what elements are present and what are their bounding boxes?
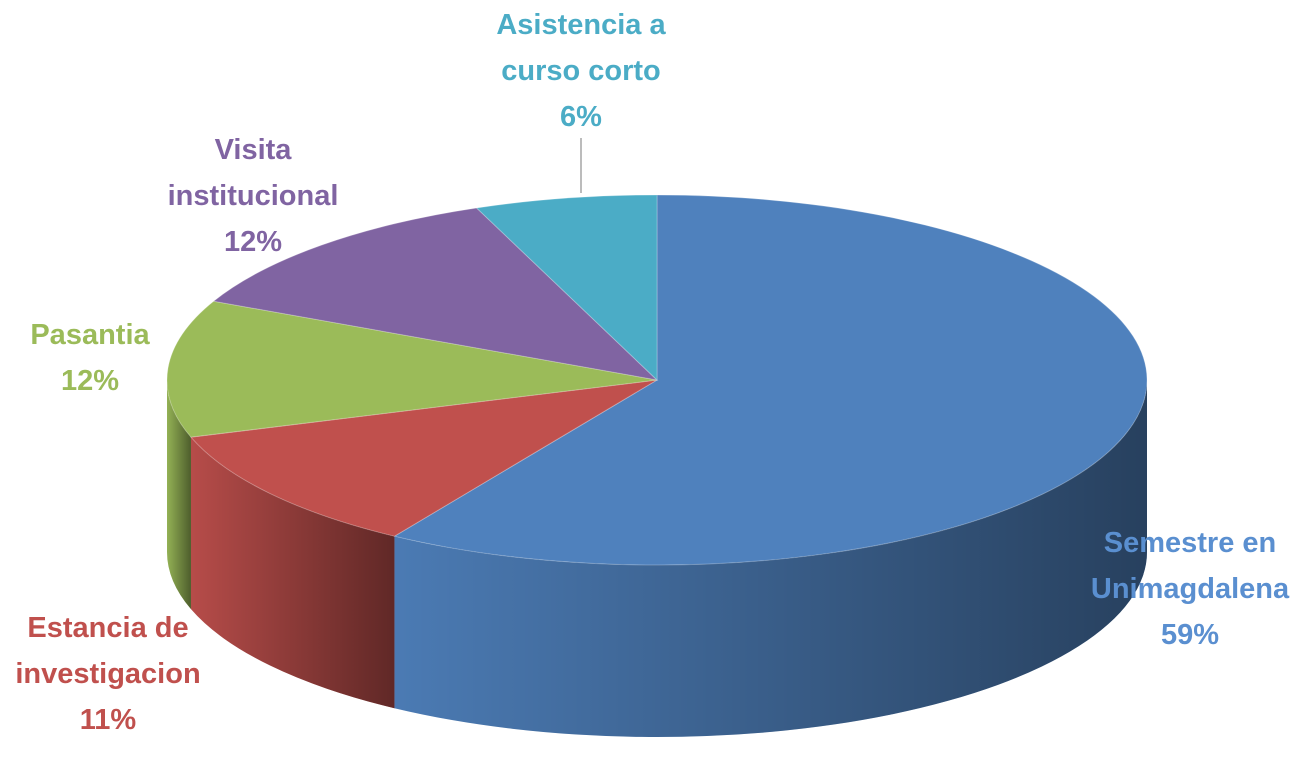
slice-side-shade (394, 380, 1148, 738)
data-label: Estancia de investigacion 11% (0, 605, 228, 743)
slice (393, 194, 1148, 566)
data-label: Visita institucional 12% (141, 127, 366, 265)
value-label: 12% (223, 226, 283, 258)
category-label: Estancia de investigacion (15, 612, 201, 690)
data-label: Pasantia 12% (0, 312, 210, 404)
value-label: 11% (79, 704, 137, 736)
category-label: Semestre en Unimagdalena (1090, 527, 1290, 605)
slice (166, 300, 658, 438)
slice (189, 379, 658, 537)
value-label: 6% (560, 101, 602, 133)
category-label: Visita institucional (167, 134, 339, 212)
data-label: Asistencia a curso corto 6% (461, 2, 701, 140)
category-label: Asistencia a curso corto (496, 9, 666, 87)
value-label: 12% (60, 365, 120, 397)
slice (212, 207, 659, 381)
slice-side-shade (190, 437, 395, 709)
slice-side-shade (167, 380, 191, 610)
data-label: Semestre en Unimagdalena 59% (1065, 520, 1309, 658)
value-label: 59% (1160, 619, 1220, 651)
category-label: Pasantia (30, 319, 150, 351)
slice (475, 194, 658, 382)
